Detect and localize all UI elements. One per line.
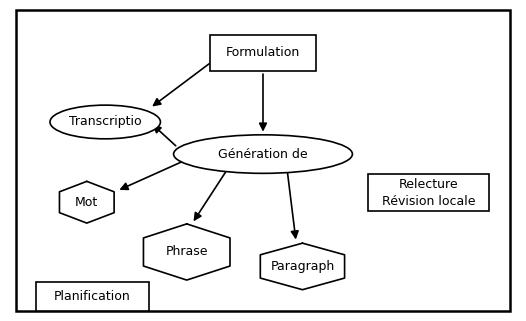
Ellipse shape [50, 105, 160, 139]
Text: Paragraph: Paragraph [270, 260, 335, 273]
Ellipse shape [174, 135, 352, 173]
Text: Phrase: Phrase [166, 246, 208, 258]
FancyBboxPatch shape [368, 174, 489, 211]
Text: Relecture
Révision locale: Relecture Révision locale [382, 178, 476, 208]
Text: Formulation: Formulation [226, 47, 300, 59]
Text: Génération de: Génération de [218, 148, 308, 160]
Text: Transcriptio: Transcriptio [69, 116, 141, 128]
FancyBboxPatch shape [35, 282, 148, 311]
Text: Mot: Mot [75, 196, 98, 209]
FancyBboxPatch shape [210, 35, 316, 72]
Text: Planification: Planification [54, 291, 130, 303]
